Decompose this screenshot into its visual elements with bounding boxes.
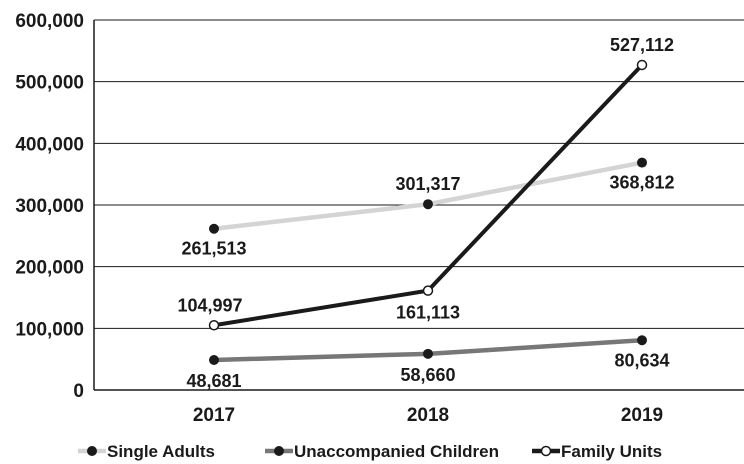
- data-point: [209, 223, 219, 234]
- data-point: [423, 348, 433, 359]
- data-label: 527,112: [610, 35, 674, 55]
- data-point: [637, 157, 647, 168]
- x-tick-label: 2017: [193, 405, 235, 426]
- data-point: [636, 59, 648, 71]
- data-label: 368,812: [609, 173, 674, 193]
- x-tick-label: 2018: [407, 405, 449, 426]
- legend-label: Single Adults: [107, 442, 215, 461]
- y-tick-label: 200,000: [15, 258, 84, 279]
- data-label: 161,113: [396, 303, 460, 323]
- data-label: 261,513: [181, 239, 246, 259]
- x-tick-label: 2019: [621, 405, 663, 426]
- data-label: 104,997: [177, 295, 242, 315]
- data-label: 301,317: [395, 174, 460, 194]
- data-label: 58,660: [400, 365, 455, 385]
- data-label: 80,634: [614, 350, 669, 370]
- data-point: [422, 285, 434, 296]
- legend-label: Family Units: [561, 442, 662, 461]
- data-point: [637, 335, 647, 346]
- data-point: [209, 354, 219, 365]
- y-tick-label: 400,000: [15, 134, 84, 155]
- y-tick-label: 300,000: [15, 196, 84, 217]
- y-tick-label: 500,000: [15, 73, 84, 94]
- legend-swatch-marker: [274, 446, 284, 456]
- data-label: 48,681: [186, 371, 241, 391]
- y-tick-label: 600,000: [15, 11, 84, 32]
- legend-swatch-marker: [540, 445, 552, 457]
- data-point: [208, 320, 220, 331]
- data-point: [423, 199, 433, 210]
- y-tick-label: 100,000: [15, 319, 84, 340]
- y-tick-label: 0: [73, 381, 84, 402]
- legend-swatch-marker: [87, 446, 97, 456]
- legend-label: Unaccompanied Children: [294, 442, 499, 461]
- series-line: [213, 160, 643, 231]
